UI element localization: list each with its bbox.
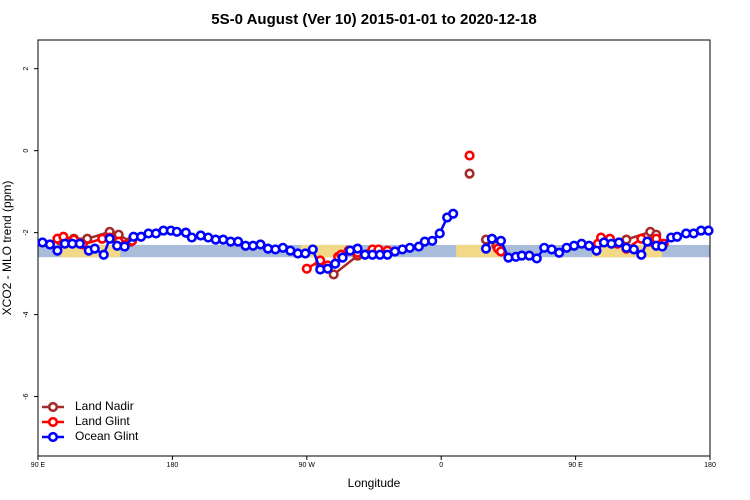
y-tick-label: 0 — [23, 149, 30, 153]
data-point — [591, 245, 602, 256]
x-tick-label: 90 E — [568, 462, 583, 469]
chart-title: 5S-0 August (Ver 10) 2015-01-01 to 2020-… — [211, 11, 536, 28]
data-point — [98, 249, 109, 260]
data-point — [464, 150, 475, 161]
data-point — [480, 243, 492, 254]
data-point — [613, 237, 625, 248]
data-point — [74, 238, 85, 249]
data-point — [119, 241, 130, 252]
data-point — [531, 253, 542, 264]
data-point — [427, 235, 438, 246]
data-point — [404, 242, 415, 253]
data-point — [642, 236, 653, 247]
data-point — [486, 233, 498, 244]
legend-marker — [47, 416, 59, 428]
legend-label: Land Nadir — [75, 399, 134, 413]
data-point — [703, 225, 714, 236]
data-point — [352, 243, 363, 254]
data-point — [44, 239, 56, 250]
data-point — [233, 236, 244, 247]
data-point — [89, 243, 100, 254]
x-tick-label: 90 E — [31, 462, 46, 469]
data-point — [307, 244, 318, 255]
data-point — [322, 263, 333, 274]
legend-marker — [47, 401, 59, 413]
data-point — [330, 258, 341, 269]
data-point — [672, 231, 683, 242]
data-point — [52, 245, 63, 256]
y-tick-label: -2 — [23, 229, 30, 235]
data-point — [186, 232, 197, 243]
data-point — [636, 249, 647, 260]
data-point — [464, 168, 475, 179]
legend-marker — [47, 431, 59, 443]
data-point — [448, 208, 459, 219]
data-point — [337, 252, 348, 263]
data-point — [434, 228, 445, 239]
x-tick-label: 180 — [167, 462, 179, 469]
data-point — [104, 233, 115, 244]
data-point — [301, 263, 312, 274]
data-point — [554, 247, 565, 258]
data-point — [583, 240, 595, 251]
y-axis-label: XCO2 - MLO trend (ppm) — [0, 181, 14, 316]
x-axis-label: Longitude — [348, 476, 401, 490]
legend-label: Land Glint — [75, 414, 130, 428]
x-tick-label: 0 — [439, 462, 443, 469]
data-point — [171, 226, 182, 237]
legend-label: Ocean Glint — [75, 429, 139, 443]
data-point — [657, 241, 668, 252]
data-point — [328, 269, 339, 280]
plot-frame — [37, 39, 711, 457]
x-tick-label: 180 — [704, 462, 716, 469]
y-tick-label: -4 — [23, 311, 30, 317]
data-point — [628, 244, 639, 255]
y-tick-label: 2 — [23, 67, 30, 71]
data-point — [255, 239, 266, 250]
y-tick-label: -6 — [23, 393, 30, 399]
data-point — [300, 248, 311, 259]
x-tick-label: 90 W — [299, 462, 316, 469]
data-point — [495, 235, 507, 246]
